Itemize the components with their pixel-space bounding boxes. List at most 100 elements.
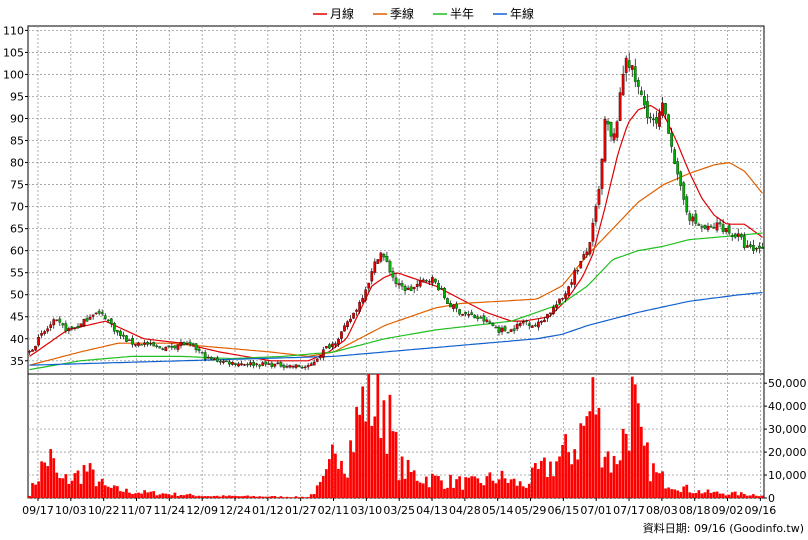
candle-body xyxy=(409,286,413,291)
candle-body xyxy=(137,342,140,346)
candle-body xyxy=(676,161,680,175)
volume-bar xyxy=(243,495,246,498)
candle-body xyxy=(385,256,389,262)
candle-body xyxy=(688,213,692,221)
volume-bar xyxy=(212,495,216,498)
candle-body xyxy=(533,324,537,327)
volume-bar xyxy=(509,479,513,498)
volume-bar xyxy=(258,496,262,498)
candle-body xyxy=(403,286,407,291)
candle-body xyxy=(703,225,707,229)
volume-bar xyxy=(46,466,50,498)
volume-bar xyxy=(745,495,749,498)
volume-bar xyxy=(191,495,195,498)
source-label: 資料日期: 09/16 (Goodinfo.tw) xyxy=(643,521,804,535)
volume-bar xyxy=(712,491,716,498)
volume-bar xyxy=(446,487,449,498)
candle-body xyxy=(397,283,401,286)
volume-bar xyxy=(727,494,731,498)
volume-bar xyxy=(691,493,695,498)
volume-bar xyxy=(400,456,404,498)
candle-body xyxy=(267,363,271,365)
volume-bars xyxy=(28,374,764,498)
candle-body xyxy=(473,314,477,319)
volume-bar xyxy=(131,494,134,498)
candle-body xyxy=(28,351,31,353)
volume-bar xyxy=(52,458,56,498)
candle-body xyxy=(79,323,83,327)
volume-bar xyxy=(146,492,150,498)
volume-bar xyxy=(91,469,95,498)
candle-body xyxy=(652,118,655,121)
candle-body xyxy=(482,315,486,322)
volume-tick-label: 0 xyxy=(768,492,775,505)
volume-bar xyxy=(752,494,755,498)
volume-bar xyxy=(609,472,613,498)
candle-body xyxy=(667,114,670,134)
candle-body xyxy=(379,252,383,262)
candle-body xyxy=(594,205,598,222)
volume-bar xyxy=(170,495,174,498)
volume-bar xyxy=(621,428,625,498)
volume-bar xyxy=(543,457,546,498)
volume-bar xyxy=(246,495,249,498)
volume-bar xyxy=(558,456,561,498)
volume-bar xyxy=(552,476,555,498)
volume-bar xyxy=(270,496,274,498)
volume-tick-label: 50,000 xyxy=(768,377,807,390)
date-tick-label: 08/18 xyxy=(679,504,711,517)
candle-body xyxy=(282,365,286,368)
candle-body xyxy=(264,361,268,365)
candle-body xyxy=(321,349,325,358)
volume-bar xyxy=(479,483,483,498)
volume-bar xyxy=(67,483,71,498)
volume-bar xyxy=(661,471,664,498)
volume-bar xyxy=(79,483,83,498)
candle-body xyxy=(206,356,210,359)
candle-body xyxy=(52,319,56,326)
candle-body xyxy=(709,225,713,228)
volume-bar xyxy=(373,416,377,498)
volume-bar xyxy=(88,463,92,498)
volume-bar xyxy=(761,495,764,498)
date-tick-label: 09/16 xyxy=(745,504,777,517)
candle-body xyxy=(367,282,371,289)
volume-bar xyxy=(49,449,53,498)
volume-bar xyxy=(721,493,725,498)
volume-bar xyxy=(276,497,280,498)
volume-bar xyxy=(458,476,461,498)
volume-bar xyxy=(321,475,325,498)
candle-body xyxy=(673,149,677,164)
price-tick-label: 90 xyxy=(10,113,24,126)
candle-body xyxy=(761,247,764,249)
volume-bar xyxy=(576,459,580,498)
date-tick-label: 02/11 xyxy=(318,504,350,517)
volume-bar xyxy=(312,494,316,498)
volume-tick-label: 10,000 xyxy=(768,469,807,482)
volume-bar xyxy=(34,484,37,498)
candlesticks xyxy=(28,52,764,371)
date-tick-label: 11/24 xyxy=(153,504,185,517)
candle-body xyxy=(655,117,658,124)
candle-body xyxy=(512,328,516,331)
candle-body xyxy=(285,366,289,368)
candle-body xyxy=(727,225,731,234)
candle-body xyxy=(228,361,231,365)
candle-body xyxy=(37,336,40,346)
volume-bar xyxy=(594,414,598,498)
candle-body xyxy=(340,331,343,339)
volume-bar xyxy=(491,480,495,498)
volume-bar xyxy=(549,461,552,498)
volume-bar xyxy=(530,467,534,498)
candle-body xyxy=(573,270,577,285)
legend-label-quarter: 季線 xyxy=(390,6,414,21)
candle-body xyxy=(421,279,425,283)
volume-bar xyxy=(85,471,89,498)
date-tick-label: 09/17 xyxy=(22,504,54,517)
volume-bar xyxy=(300,496,304,498)
volume-bar xyxy=(361,386,365,498)
candle-body xyxy=(745,245,749,248)
candle-body xyxy=(212,358,216,360)
volume-bar xyxy=(367,374,371,498)
volume-bar xyxy=(285,496,289,498)
